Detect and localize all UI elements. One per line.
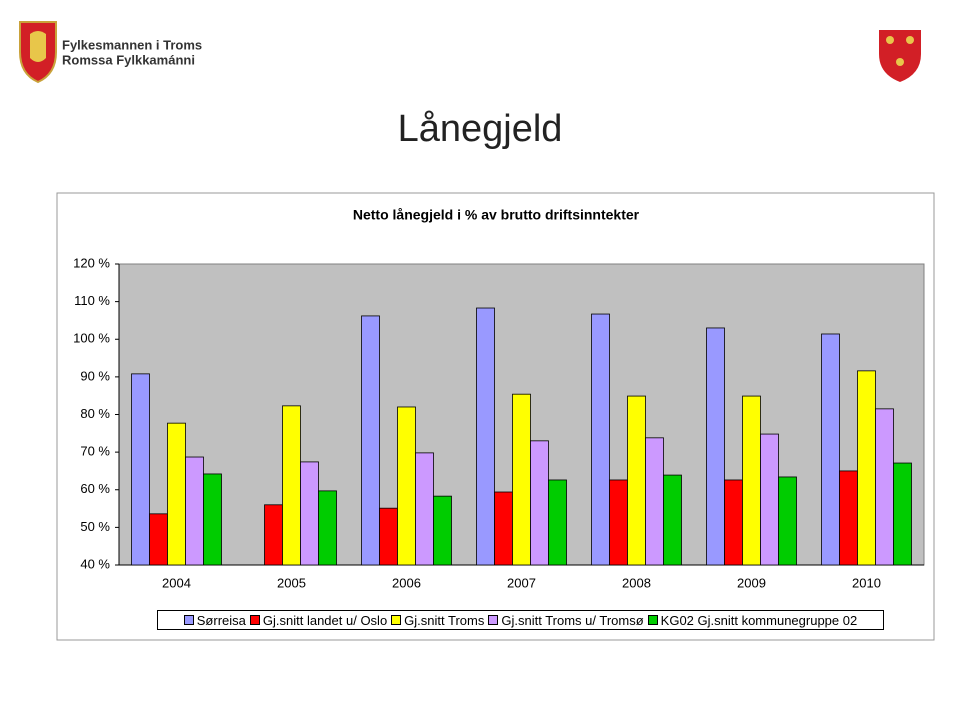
bar xyxy=(821,333,840,566)
bar xyxy=(131,373,150,566)
legend-swatch xyxy=(647,615,658,625)
legend-item: Gj.snitt landet u/ Oslo xyxy=(249,612,388,628)
legend-swatch xyxy=(249,615,260,625)
legend-label: Gj.snitt landet u/ Oslo xyxy=(262,612,388,628)
org-name: Fylkesmannen i Troms xyxy=(62,37,202,52)
bar xyxy=(379,507,398,566)
bar xyxy=(760,433,779,566)
bar xyxy=(645,437,664,566)
bar xyxy=(264,504,283,566)
y-tick-label: 80 % xyxy=(80,406,110,421)
bar xyxy=(742,395,761,566)
legend-item: KG02 Gj.snitt kommunegruppe 02 xyxy=(647,612,858,628)
legend-item: Gj.snitt Troms xyxy=(391,613,484,628)
legend-swatch xyxy=(488,615,499,625)
bar xyxy=(415,452,434,566)
logo-right xyxy=(879,30,921,82)
bar xyxy=(397,406,416,566)
x-tick-label: 2009 xyxy=(737,575,766,590)
legend-label: Sørreisa xyxy=(196,612,246,628)
y-tick-label: 70 % xyxy=(80,444,110,459)
slide-title: Lånegjeld xyxy=(398,108,563,150)
x-tick-label: 2006 xyxy=(392,575,421,590)
x-tick-label: 2008 xyxy=(622,575,651,590)
x-tick-label: 2007 xyxy=(507,575,536,590)
bar xyxy=(627,395,646,566)
bar xyxy=(167,422,186,566)
bar xyxy=(875,408,894,566)
legend-swatch xyxy=(391,615,402,625)
bar xyxy=(609,479,628,566)
bar xyxy=(893,462,912,566)
x-tick-label: 2004 xyxy=(162,575,191,590)
org-name: Romssa Fylkkamánni xyxy=(62,52,195,67)
bar xyxy=(185,456,204,566)
legend-label: Gj.snitt Troms u/ Tromsø xyxy=(501,612,644,628)
bar xyxy=(300,461,319,566)
bar xyxy=(778,476,797,566)
bar xyxy=(433,495,452,566)
bar xyxy=(203,473,222,566)
bar xyxy=(530,440,549,566)
bar xyxy=(318,490,337,566)
bar xyxy=(591,313,610,566)
bar xyxy=(548,479,567,566)
y-tick-label: 100 % xyxy=(73,331,110,346)
y-tick-label: 110 % xyxy=(74,293,110,308)
bar xyxy=(724,479,743,566)
legend-label: Gj.snitt Troms xyxy=(404,612,485,628)
legend: Sørreisa Gj.snitt landet u/ Oslo Gj.snitt … xyxy=(157,610,884,630)
logo-left xyxy=(19,21,57,84)
legend-label: KG02 Gj.snitt kommunegruppe 02 xyxy=(660,612,858,628)
x-tick-label: 2005 xyxy=(277,575,306,590)
bar xyxy=(857,370,876,566)
bar xyxy=(663,474,682,566)
bar xyxy=(149,513,168,566)
bar xyxy=(706,327,725,566)
bar xyxy=(512,393,531,566)
y-tick-label: 40 % xyxy=(80,556,110,571)
legend-item: Sørreisa xyxy=(183,612,246,628)
y-tick-label: 50 % xyxy=(80,519,110,534)
legend-item: Gj.snitt Troms u/ Tromsø xyxy=(488,612,644,628)
bar xyxy=(494,491,513,566)
legend-swatch xyxy=(183,615,194,625)
y-tick-label: 120 % xyxy=(73,255,110,270)
bar xyxy=(839,470,858,566)
chart-title: Netto lånegjeld i % av brutto driftsinnt… xyxy=(353,207,640,223)
bar xyxy=(476,307,495,566)
bar xyxy=(361,315,380,566)
x-tick-label: 2010 xyxy=(852,575,881,590)
y-tick-label: 60 % xyxy=(80,481,110,496)
bar xyxy=(282,405,301,566)
y-tick-label: 90 % xyxy=(80,368,110,383)
